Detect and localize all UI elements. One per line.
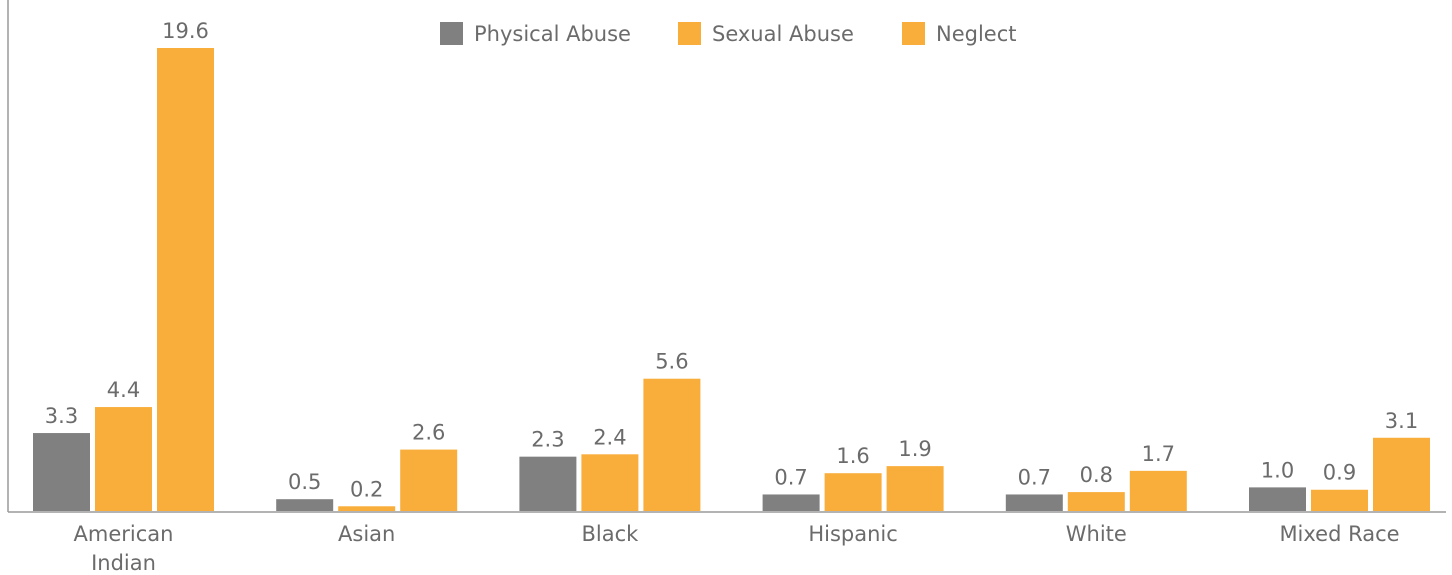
bar-neglect-white — [1129, 470, 1187, 511]
legend: Physical Abuse Sexual Abuse Neglect — [440, 22, 1017, 46]
bar-physical-abuse-black — [519, 456, 577, 511]
value-label: 3.3 — [45, 404, 78, 428]
legend-swatch — [678, 22, 701, 45]
x-tick-label: Mixed Race — [1279, 522, 1399, 546]
value-label: 1.7 — [1142, 442, 1175, 466]
x-tick-label: Asian — [338, 522, 395, 546]
value-label: 4.4 — [107, 378, 140, 402]
value-label: 0.7 — [774, 465, 807, 489]
legend-label: Neglect — [936, 22, 1017, 46]
bar-physical-abuse-hispanic — [762, 494, 820, 511]
bar-neglect-hispanic — [886, 466, 944, 511]
x-tick-labels-layer: American Indian Asian Black Hispanic White Mix… — [74, 522, 1400, 575]
bar-sexual-abuse-hispanic — [824, 473, 882, 511]
legend-label: Sexual Abuse — [712, 22, 854, 46]
value-label: 0.9 — [1323, 461, 1356, 485]
bar-neglect-american-indian — [157, 48, 214, 511]
value-label: 2.6 — [412, 421, 445, 445]
bar-neglect-asian — [400, 449, 458, 511]
bar-sexual-abuse-american-indian — [95, 407, 152, 511]
x-tick-label: White — [1066, 522, 1127, 546]
legend-swatch — [902, 22, 925, 45]
bar-neglect-mixed-race — [1373, 437, 1430, 511]
value-label: 1.9 — [898, 437, 931, 461]
value-label: 19.6 — [162, 19, 209, 43]
bar-sexual-abuse-asian — [338, 506, 396, 511]
bar-physical-abuse-mixed-race — [1249, 487, 1306, 511]
value-label: 1.6 — [836, 444, 869, 468]
value-label: 0.8 — [1080, 463, 1113, 487]
bar-physical-abuse-white — [1005, 494, 1063, 511]
bar-sexual-abuse-mixed-race — [1311, 489, 1368, 511]
bar-sexual-abuse-black — [581, 454, 639, 511]
value-label: 1.0 — [1261, 458, 1294, 482]
bar-physical-abuse-american-indian — [33, 433, 90, 511]
value-labels-layer: 3.3 4.4 19.6 0.5 0.2 2.6 2.3 2.4 5.6 0.7 1.6 1.9 0.7… — [45, 19, 1418, 501]
value-label: 2.3 — [531, 428, 564, 452]
bar-physical-abuse-asian — [276, 499, 334, 511]
value-label: 0.5 — [288, 470, 321, 494]
bar-sexual-abuse-white — [1067, 492, 1125, 511]
value-label: 5.6 — [655, 350, 688, 374]
value-label: 0.7 — [1018, 465, 1051, 489]
x-tick-label: American Indian — [74, 522, 174, 575]
bar-neglect-black — [643, 378, 701, 511]
value-label: 3.1 — [1385, 409, 1418, 433]
value-label: 0.2 — [350, 477, 383, 501]
bars-layer — [33, 48, 1430, 511]
x-tick-label: Black — [581, 522, 639, 546]
value-label: 2.4 — [593, 425, 626, 449]
legend-swatch — [440, 22, 463, 45]
x-tick-label: Hispanic — [808, 522, 897, 546]
legend-label: Physical Abuse — [474, 22, 631, 46]
